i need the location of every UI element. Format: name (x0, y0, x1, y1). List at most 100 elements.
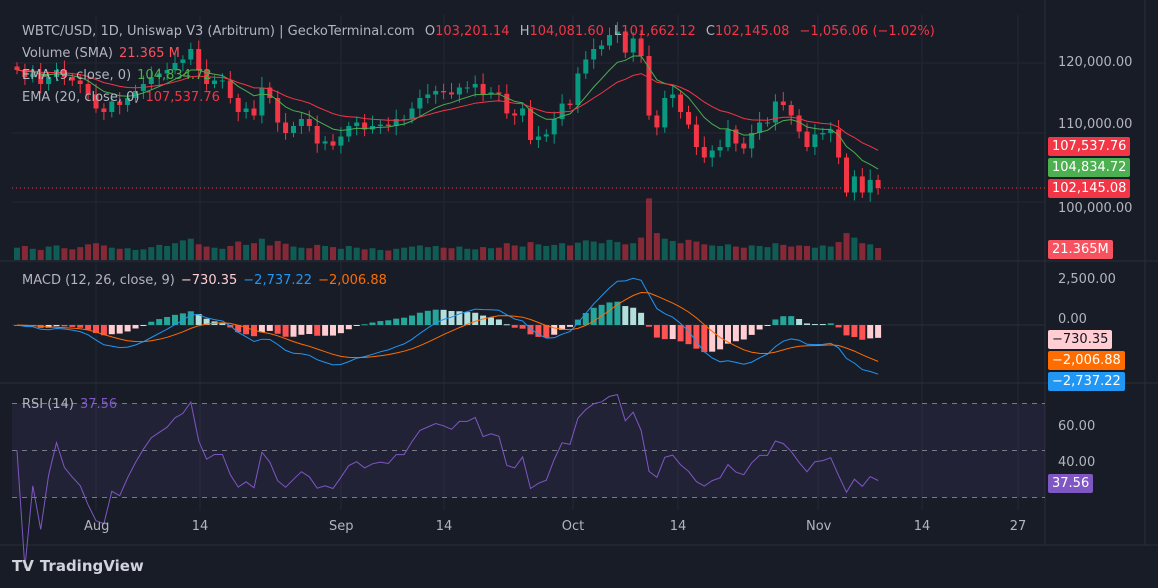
macd-histogram-bar (677, 325, 684, 342)
volume-bar (416, 245, 423, 260)
macd-histogram-bar (535, 325, 542, 337)
volume-bar (306, 248, 313, 260)
volume-value: 21.365 M (119, 46, 180, 61)
volume-tag: 21.365M (1048, 240, 1113, 259)
volume-bar (677, 243, 684, 260)
volume-bar (172, 243, 178, 260)
price-tick: 120,000.00 (1058, 55, 1133, 70)
macd-histogram-bar (132, 325, 139, 329)
candle-body (662, 98, 668, 128)
candle-body (859, 176, 865, 193)
volume-bar (227, 246, 234, 260)
candle-body (283, 122, 289, 133)
macd-histogram-bar (448, 311, 455, 325)
volume-bar (61, 248, 68, 260)
candle-body (227, 80, 233, 98)
macd-histogram-bar (156, 319, 163, 325)
volume-bar (709, 245, 716, 260)
candle-body (212, 80, 217, 84)
volume-bar (748, 245, 755, 260)
candle-body (812, 134, 818, 147)
open-label: O (424, 24, 436, 39)
volume-bar (243, 244, 250, 260)
candle-body (583, 59, 589, 74)
volume-bar (235, 241, 242, 260)
macd-histogram-bar (495, 319, 502, 325)
candle-body (22, 70, 28, 77)
macd-histogram-bar (851, 325, 858, 337)
volume-bar (282, 243, 289, 260)
candle-body (844, 157, 849, 193)
candle-body (804, 131, 810, 147)
price-tick: 100,000.00 (1058, 201, 1133, 216)
macd-histogram-bar (709, 325, 716, 352)
candle-body (709, 150, 715, 158)
candle-body (14, 66, 20, 70)
macd-histogram-bar (282, 325, 289, 337)
tradingview-logo[interactable]: 𝗧𝗩 TradingView (12, 557, 144, 575)
candle-body (543, 134, 549, 137)
macd-line-value: −2,737.22 (243, 273, 313, 288)
macd-histogram-bar (314, 325, 321, 336)
macd-histogram-bar (622, 306, 629, 325)
volume-bar (527, 242, 534, 260)
volume-bar (567, 245, 573, 260)
candle-body (164, 70, 170, 74)
rsi-label: RSI (14) (22, 397, 74, 412)
volume-bar (732, 246, 739, 260)
candle-body (449, 92, 454, 95)
macd-histogram-bar (701, 325, 708, 353)
macd-histogram-bar (393, 318, 400, 325)
volume-bar (251, 243, 257, 260)
rsi-line (16, 394, 879, 569)
candle-body (125, 98, 131, 105)
candle-body (472, 84, 478, 88)
macd-histogram-bar (725, 325, 731, 344)
volume-bar (69, 249, 76, 260)
candle-body (836, 129, 842, 158)
volume-bar (788, 246, 795, 260)
candle-body (417, 98, 423, 109)
macd-histogram-bar (843, 325, 850, 336)
candle-body (867, 179, 873, 193)
tv-logo-icon: 𝗧𝗩 (12, 557, 34, 575)
ema9-price-tag: 104,834.72 (1048, 158, 1131, 177)
macd-histogram-bar (203, 318, 210, 325)
volume-bar (464, 248, 471, 260)
volume-bar (385, 250, 392, 260)
candle-body (765, 122, 770, 124)
time-tick: 27 (1009, 519, 1027, 534)
volume-label: Volume (SMA) (22, 46, 113, 61)
volume-bar (614, 242, 621, 260)
ema9-label: EMA (9, close, 0) (22, 68, 132, 83)
volume-bar (543, 246, 550, 260)
candle-body (156, 73, 162, 77)
macd-histogram-bar (638, 312, 645, 325)
time-tick: 14 (669, 519, 687, 534)
candle-body (504, 93, 510, 114)
volume-bar (345, 246, 352, 260)
macd-histogram-bar (646, 325, 652, 327)
volume-bar (472, 249, 479, 260)
macd-histogram-bar (804, 323, 810, 325)
candle-body (409, 108, 415, 119)
open-value: 103,201.14 (435, 24, 510, 39)
macd-histogram-bar (661, 325, 668, 340)
volume-bar (582, 240, 589, 260)
candle-body (30, 73, 36, 77)
candle-body (575, 73, 581, 105)
volume-bar (519, 246, 526, 260)
candle-body (654, 115, 660, 128)
macd-histogram-bar (108, 325, 115, 335)
volume-bar (203, 246, 210, 260)
candle-body (346, 126, 352, 137)
volume-bar (590, 241, 597, 260)
candle-body (567, 103, 573, 105)
volume-bar (53, 245, 60, 260)
volume-bar (804, 246, 810, 260)
volume-bar (258, 238, 265, 260)
volume-bar (559, 243, 566, 260)
macd-line-tag: −2,737.22 (1048, 372, 1125, 391)
